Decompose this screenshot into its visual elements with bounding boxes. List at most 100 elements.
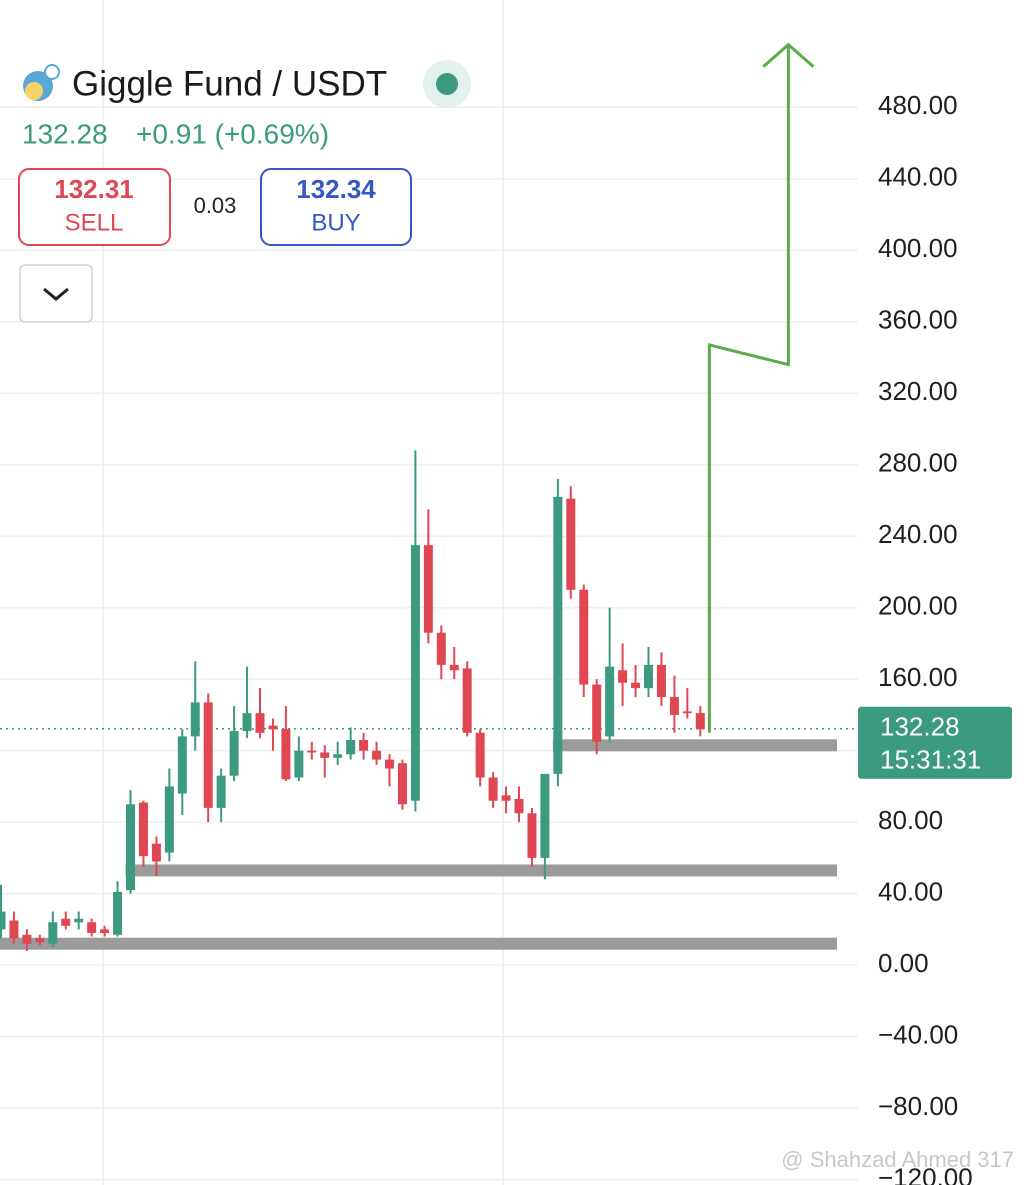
candle-body [488, 777, 498, 801]
candle-body [22, 934, 32, 944]
plot [0, 42, 858, 1181]
candle-body [618, 670, 628, 683]
price: 132.28 [22, 118, 108, 149]
candle-body [514, 798, 524, 814]
candle-body [138, 802, 148, 857]
y-tick-label: 240.00 [878, 519, 958, 549]
candle-body [566, 498, 576, 590]
y-tick-label: 440.00 [878, 162, 958, 192]
candle-body [216, 775, 226, 808]
candle-body [372, 750, 382, 760]
candle-body [436, 632, 446, 665]
y-tick-label: 400.00 [878, 233, 958, 263]
price-tag-box [858, 706, 1012, 779]
symbol: Giggle Fund / USDT [72, 64, 387, 103]
candle-body [190, 702, 200, 737]
y-tick-label: 480.00 [878, 90, 958, 120]
price-tag-countdown: 15:31:31 [880, 745, 981, 775]
y-tick-label: 200.00 [878, 591, 958, 621]
candle-body [151, 843, 161, 862]
spread: 0.03 [194, 193, 237, 218]
candle-body [346, 739, 356, 755]
candle-body [203, 702, 213, 808]
candle-body [87, 922, 97, 933]
candle-body [126, 804, 135, 891]
candle-body [656, 664, 666, 698]
price-tag-value: 132.28 [880, 712, 960, 742]
candle-body [397, 763, 407, 805]
candle-body [294, 750, 304, 778]
candle-body [164, 786, 174, 853]
candle-body [74, 918, 84, 923]
candle-body [113, 891, 123, 935]
y-tick-label: 40.00 [878, 877, 943, 907]
support-zone [552, 739, 837, 752]
sell-label[interactable]: SELL [65, 209, 124, 236]
candle-body [177, 736, 187, 794]
candle-body [501, 795, 511, 801]
candle-body [359, 739, 369, 751]
header: Giggle Fund / USDT 132.28 +0.91 (+0.69%)… [18, 60, 471, 323]
logo [25, 82, 43, 100]
candle-body [682, 711, 692, 714]
candle-body [0, 911, 6, 930]
candle-body [579, 589, 589, 685]
candle-body [644, 664, 653, 689]
candle-body [540, 773, 550, 858]
candle-body [268, 725, 278, 730]
y-tick-label: 0.00 [878, 948, 929, 978]
buy-price[interactable]: 132.34 [296, 174, 376, 204]
candle-body [669, 697, 679, 715]
dropdown-box[interactable] [19, 264, 93, 323]
candle-body [592, 684, 602, 742]
candle-body [35, 938, 45, 942]
candle-body [242, 713, 252, 732]
watermark: @ Shahzad Ahmed 317 [781, 1147, 1014, 1172]
y-tick-label: −40.00 [878, 1020, 958, 1050]
change: +0.91 (+0.69%) [136, 118, 329, 149]
y-tick-label: 280.00 [878, 448, 958, 478]
candle-body [281, 729, 291, 780]
candle-body [333, 754, 343, 758]
candle-body [255, 713, 265, 733]
candle-body [475, 732, 485, 778]
y-tick-label: −120.00 [878, 1163, 973, 1185]
candle-body [695, 713, 705, 730]
y-tick-label: 360.00 [878, 305, 958, 335]
dropdown[interactable] [19, 264, 93, 323]
dropdown-arrow[interactable] [43, 287, 69, 301]
logo [44, 64, 60, 80]
candle-body [449, 664, 459, 671]
y-tick-label: −80.00 [878, 1091, 958, 1121]
candle-body [553, 496, 563, 774]
candle-body [9, 920, 19, 939]
y-tick-label: 160.00 [878, 662, 958, 692]
buy-label[interactable]: BUY [311, 209, 360, 236]
candle-body [631, 682, 641, 689]
candle-body [527, 813, 537, 858]
candle-body [320, 752, 330, 758]
sell-box[interactable] [18, 168, 171, 246]
projection-line [707, 44, 790, 733]
buy-button[interactable]: 132.34 BUY [260, 168, 412, 246]
candle-body [605, 666, 615, 737]
y-tick-label: 80.00 [878, 805, 943, 835]
candle-body [423, 545, 433, 633]
support-zone [0, 937, 837, 950]
buy-box[interactable] [260, 168, 412, 246]
candle-body [307, 750, 317, 753]
sell-button[interactable]: 132.31 SELL [18, 168, 171, 246]
candle-body [61, 918, 71, 926]
sell-price[interactable]: 132.31 [54, 174, 134, 204]
y-tick-label: 320.00 [878, 376, 958, 406]
candle-body [48, 922, 58, 944]
candle-body [385, 759, 394, 769]
candle-body [229, 731, 239, 776]
candle-body [410, 545, 420, 801]
candle-body [100, 929, 110, 933]
projection-arrowhead [762, 42, 815, 68]
status [436, 73, 458, 95]
support-zone [125, 864, 837, 877]
